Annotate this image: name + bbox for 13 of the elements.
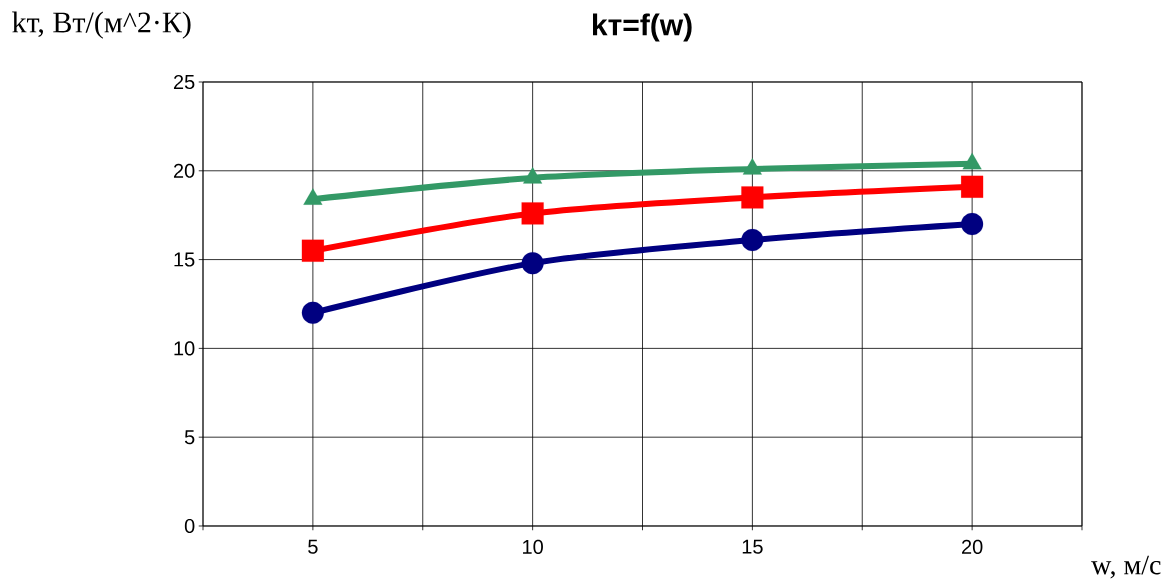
y-tick-label: 15	[174, 252, 195, 267]
y-tick-label: 0	[184, 518, 195, 534]
y-tick-label: 25	[173, 74, 195, 90]
x-tick-label: 10	[523, 539, 543, 554]
x-tick-label: 20	[962, 539, 983, 554]
y-tick-label: 20	[173, 163, 195, 178]
y-tick-label: 5	[184, 430, 195, 445]
y-axis-title: kт, Вт/(м^2·К)	[12, 11, 191, 39]
x-tick-label: 5	[308, 539, 318, 554]
x-axis-title: w, м/с	[1091, 555, 1161, 579]
chart-title: kт=f(w)	[593, 13, 692, 42]
y-tick-label: 10	[174, 341, 195, 356]
x-tick-label: 15	[742, 539, 763, 554]
